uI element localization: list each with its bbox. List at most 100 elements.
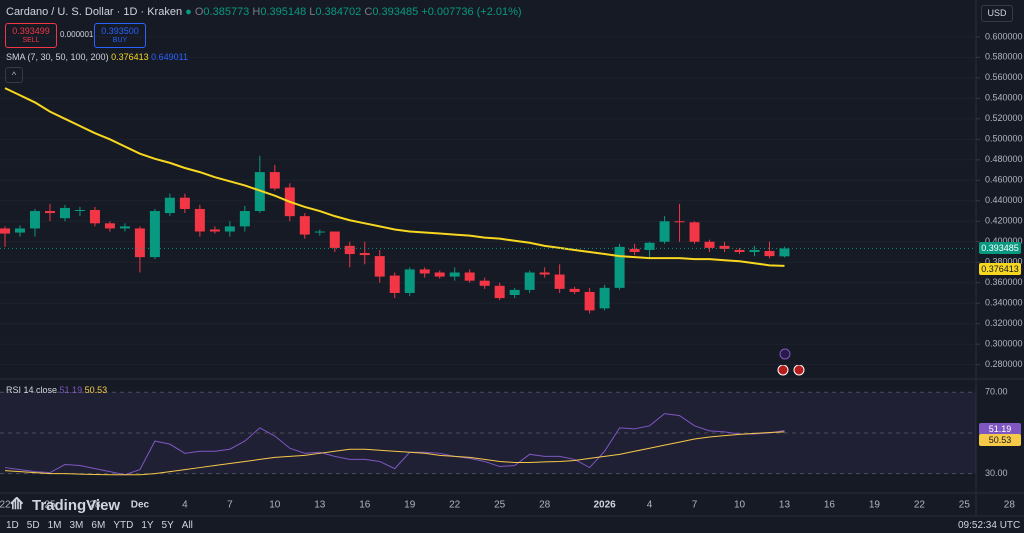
x-tick-label: 16: [824, 500, 836, 511]
range-button[interactable]: 1Y: [141, 520, 154, 531]
event-icon[interactable]: [779, 348, 791, 360]
sma-value: 0.376413: [111, 52, 149, 62]
range-button[interactable]: 6M: [91, 520, 106, 531]
rsi-legend: RSI 14 close 51.19 50.53: [6, 385, 107, 395]
x-tick-label: 28: [89, 500, 101, 511]
sell-button[interactable]: 0.393499 SELL: [5, 23, 57, 48]
range-button[interactable]: 3M: [69, 520, 84, 531]
y-tick-label: 0.300000: [985, 339, 1023, 349]
buy-button[interactable]: 0.393500 BUY: [94, 23, 146, 48]
candle-body: [59, 207, 70, 219]
y-tick-label: 0.600000: [985, 31, 1023, 41]
y-tick-label: 0.500000: [985, 134, 1023, 144]
ohlc-value: 0.393485: [372, 6, 419, 18]
ohlc-value: 0.395148: [260, 6, 307, 18]
x-tick-label: 4: [647, 500, 653, 511]
ohlc-label: H: [252, 6, 261, 18]
candle-body: [359, 253, 370, 256]
y-tick-label: 0.400000: [985, 236, 1023, 246]
range-button[interactable]: 1D: [6, 520, 19, 531]
candle-body: [164, 197, 175, 214]
candle-body: [599, 287, 610, 309]
candle-body: [494, 285, 505, 299]
y-tick-label: 0.340000: [985, 298, 1023, 308]
candle-body: [299, 216, 310, 235]
event-icon[interactable]: [777, 364, 789, 376]
rsi-label: 50.53: [979, 433, 1021, 446]
candle-body: [569, 288, 580, 292]
x-tick-label: Dec: [131, 500, 150, 511]
sma-line: [4, 87, 785, 267]
ohlc-value: 0.384702: [315, 6, 362, 18]
rsi-value: 51.19: [59, 385, 83, 395]
x-tick-label: 25: [44, 500, 56, 511]
candle-body: [689, 222, 700, 242]
candle-body: [704, 241, 715, 248]
candle-body: [779, 248, 790, 257]
sma-value: 0.649011: [151, 52, 189, 62]
candle-body: [614, 246, 625, 288]
rsi-title: RSI 14 close: [6, 385, 58, 395]
sell-price: 0.393499: [12, 26, 50, 36]
event-icon[interactable]: [793, 364, 805, 376]
candle-body: [659, 221, 670, 242]
candle-body: [734, 249, 745, 252]
candle-body: [29, 211, 40, 229]
candle-body: [119, 226, 130, 229]
x-tick-label: 28: [1004, 500, 1016, 511]
candle-body: [629, 248, 640, 252]
candle-body: [464, 272, 475, 281]
candle-body: [389, 275, 400, 293]
candle-body: [674, 221, 685, 223]
candle-body: [719, 245, 730, 249]
sma-label: SMA (7, 30, 50, 100, 200): [6, 52, 109, 62]
candle-body: [44, 211, 55, 214]
candle-body: [509, 289, 520, 296]
spread: 0.000001: [60, 30, 94, 39]
sell-label: SELL: [22, 37, 40, 44]
ohlc-label: C: [364, 6, 373, 18]
range-button[interactable]: YTD: [113, 520, 134, 531]
x-tick-label: 22: [0, 500, 11, 511]
rsi-label: 51.19: [979, 422, 1021, 435]
candle-body: [194, 208, 205, 232]
x-tick-label: 10: [734, 500, 746, 511]
range-button[interactable]: All: [181, 520, 193, 531]
candle-body: [374, 256, 385, 277]
logo: TradingView: [32, 497, 121, 514]
x-tick-label: 19: [404, 500, 416, 511]
candle-body: [104, 223, 115, 229]
rsi-line: [4, 431, 785, 476]
y-tick-label: 0.540000: [985, 93, 1023, 103]
ohlc-value: 0.385773: [203, 6, 250, 18]
candle-body: [269, 172, 280, 189]
candle-body: [329, 231, 340, 248]
collapse-button[interactable]: ^: [5, 67, 23, 83]
y-tick-label: 0.380000: [985, 257, 1023, 267]
logo-mark: ⟰: [10, 496, 24, 513]
y-tick-label: 30.00: [985, 468, 1008, 478]
x-tick-label: 7: [227, 500, 233, 511]
rsi-ma-value: 50.53: [84, 385, 108, 395]
candle-body: [224, 226, 235, 232]
ohlc-label: L: [309, 6, 316, 18]
candle-body: [419, 269, 430, 274]
range-button[interactable]: 5Y: [161, 520, 174, 531]
candle-body: [74, 210, 85, 212]
price-label: 0.393485: [979, 242, 1021, 255]
x-tick-label: 10: [269, 500, 281, 511]
candle-body: [149, 211, 160, 258]
range-button[interactable]: 5D: [26, 520, 40, 531]
currency-button[interactable]: USD: [981, 5, 1013, 22]
range-button[interactable]: 1M: [47, 520, 62, 531]
candle-body: [434, 272, 445, 277]
x-tick-label: 25: [959, 500, 971, 511]
candle-body: [314, 231, 325, 233]
candle-body: [89, 210, 100, 224]
symbol: Cardano / U. S. Dollar · 1D · Kraken: [6, 6, 183, 18]
candle-body: [134, 228, 145, 258]
sma-label: 0.376413: [979, 262, 1021, 275]
candle-body: [404, 269, 415, 293]
candle-body: [239, 211, 250, 227]
y-tick-label: 0.460000: [985, 175, 1023, 185]
